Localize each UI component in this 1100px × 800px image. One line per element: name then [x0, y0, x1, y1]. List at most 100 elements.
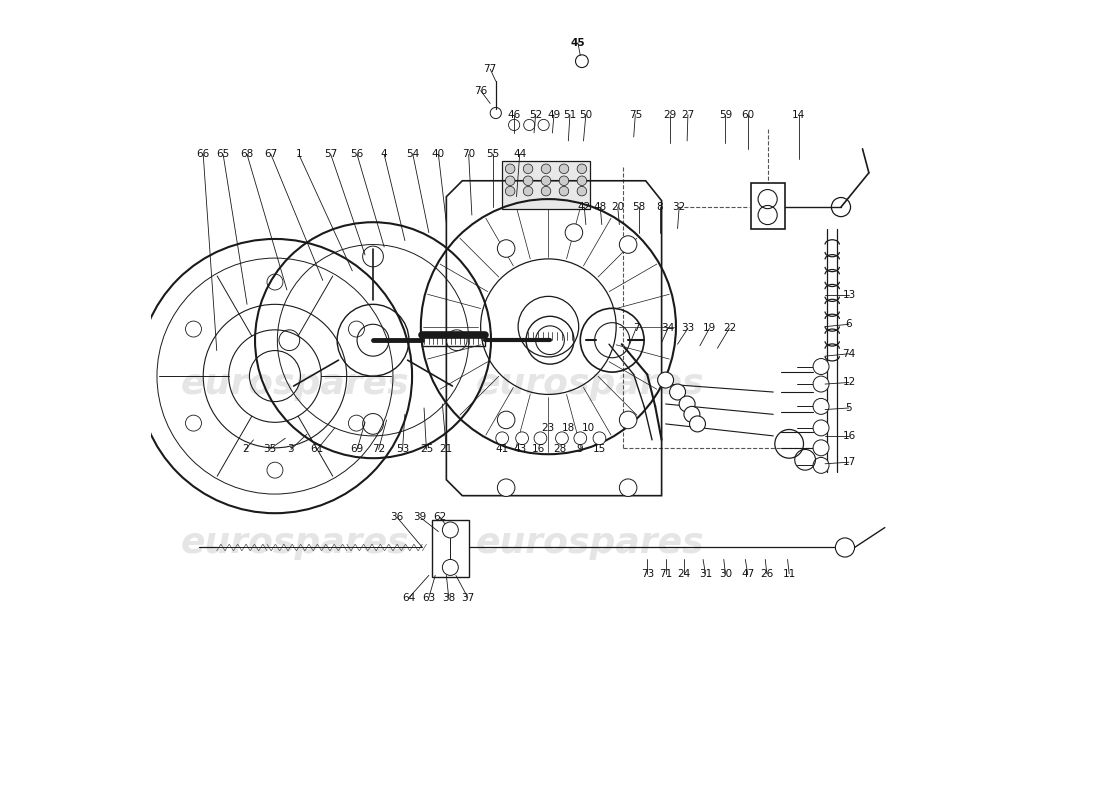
Text: 20: 20 — [612, 202, 625, 212]
Circle shape — [505, 176, 515, 186]
Circle shape — [541, 186, 551, 196]
Circle shape — [505, 164, 515, 174]
Text: 56: 56 — [351, 150, 364, 159]
Text: 44: 44 — [513, 150, 526, 159]
Text: 33: 33 — [681, 323, 694, 334]
Text: 46: 46 — [507, 110, 520, 119]
Text: 30: 30 — [718, 569, 732, 578]
Circle shape — [524, 186, 532, 196]
Circle shape — [496, 432, 508, 445]
Text: 76: 76 — [474, 86, 487, 96]
Text: 1: 1 — [296, 150, 303, 159]
Circle shape — [505, 186, 515, 196]
Circle shape — [535, 432, 547, 445]
Text: eurospares: eurospares — [475, 367, 704, 401]
Text: 63: 63 — [422, 593, 436, 602]
Circle shape — [497, 411, 515, 429]
Text: 16: 16 — [843, 431, 856, 441]
Circle shape — [593, 432, 606, 445]
Text: 5: 5 — [846, 403, 852, 413]
Text: 26: 26 — [760, 569, 773, 578]
Text: 24: 24 — [678, 569, 691, 578]
Text: 60: 60 — [741, 110, 755, 119]
Text: 62: 62 — [433, 512, 447, 522]
Circle shape — [556, 432, 569, 445]
Text: 2: 2 — [242, 445, 249, 454]
Circle shape — [578, 176, 586, 186]
Text: 10: 10 — [582, 423, 595, 433]
Text: 51: 51 — [563, 110, 576, 119]
Text: 52: 52 — [529, 110, 542, 119]
Circle shape — [574, 432, 586, 445]
Circle shape — [813, 458, 829, 474]
Text: 22: 22 — [723, 323, 736, 334]
Text: 41: 41 — [495, 445, 509, 454]
Text: eurospares: eurospares — [180, 526, 409, 561]
Text: 50: 50 — [580, 110, 593, 119]
Circle shape — [813, 398, 829, 414]
Text: 66: 66 — [197, 150, 210, 159]
Text: 34: 34 — [661, 323, 674, 334]
Text: eurospares: eurospares — [180, 367, 409, 401]
Circle shape — [541, 176, 551, 186]
Circle shape — [559, 176, 569, 186]
Text: 19: 19 — [703, 323, 716, 334]
Text: 12: 12 — [843, 378, 856, 387]
Circle shape — [559, 186, 569, 196]
Circle shape — [813, 420, 829, 436]
Text: 40: 40 — [432, 150, 446, 159]
Text: 6: 6 — [846, 319, 852, 330]
Circle shape — [516, 432, 528, 445]
Text: 27: 27 — [681, 110, 694, 119]
Text: 39: 39 — [414, 512, 427, 522]
Text: 16: 16 — [531, 445, 544, 454]
Text: 45: 45 — [571, 38, 585, 48]
Text: 36: 36 — [390, 512, 404, 522]
Text: 55: 55 — [486, 150, 499, 159]
Circle shape — [619, 479, 637, 497]
Text: 29: 29 — [663, 110, 676, 119]
Text: 35: 35 — [263, 445, 276, 454]
Text: 54: 54 — [406, 150, 419, 159]
Circle shape — [835, 538, 855, 557]
Text: 32: 32 — [672, 202, 685, 212]
Text: 77: 77 — [484, 64, 497, 74]
Text: 49: 49 — [548, 110, 561, 119]
Circle shape — [658, 372, 673, 388]
Text: 21: 21 — [440, 445, 453, 454]
Text: 69: 69 — [351, 445, 364, 454]
Text: eurospares: eurospares — [475, 526, 704, 561]
Circle shape — [679, 396, 695, 412]
Text: 42: 42 — [578, 202, 591, 212]
Text: 7: 7 — [632, 323, 639, 334]
Circle shape — [541, 164, 551, 174]
Text: 61: 61 — [310, 445, 323, 454]
Bar — [503, 161, 590, 209]
Circle shape — [813, 440, 829, 456]
Text: 48: 48 — [594, 202, 607, 212]
Text: 31: 31 — [698, 569, 712, 578]
Text: 11: 11 — [782, 569, 795, 578]
Text: 70: 70 — [462, 150, 475, 159]
Text: 58: 58 — [632, 202, 646, 212]
Text: 43: 43 — [513, 445, 526, 454]
Text: 47: 47 — [741, 569, 755, 578]
Circle shape — [497, 240, 515, 258]
Circle shape — [684, 406, 700, 422]
Text: 25: 25 — [420, 445, 433, 454]
Text: 74: 74 — [843, 349, 856, 358]
Circle shape — [575, 55, 589, 67]
Text: 4: 4 — [381, 150, 387, 159]
Circle shape — [578, 164, 586, 174]
Text: 18: 18 — [562, 423, 575, 433]
Circle shape — [690, 416, 705, 432]
Text: 38: 38 — [442, 593, 455, 602]
Text: 8: 8 — [657, 202, 663, 212]
Circle shape — [619, 411, 637, 429]
Circle shape — [565, 224, 583, 242]
Text: 15: 15 — [593, 445, 606, 454]
Circle shape — [497, 479, 515, 497]
Text: 13: 13 — [843, 290, 856, 300]
Circle shape — [619, 236, 637, 254]
Text: 23: 23 — [541, 423, 554, 433]
